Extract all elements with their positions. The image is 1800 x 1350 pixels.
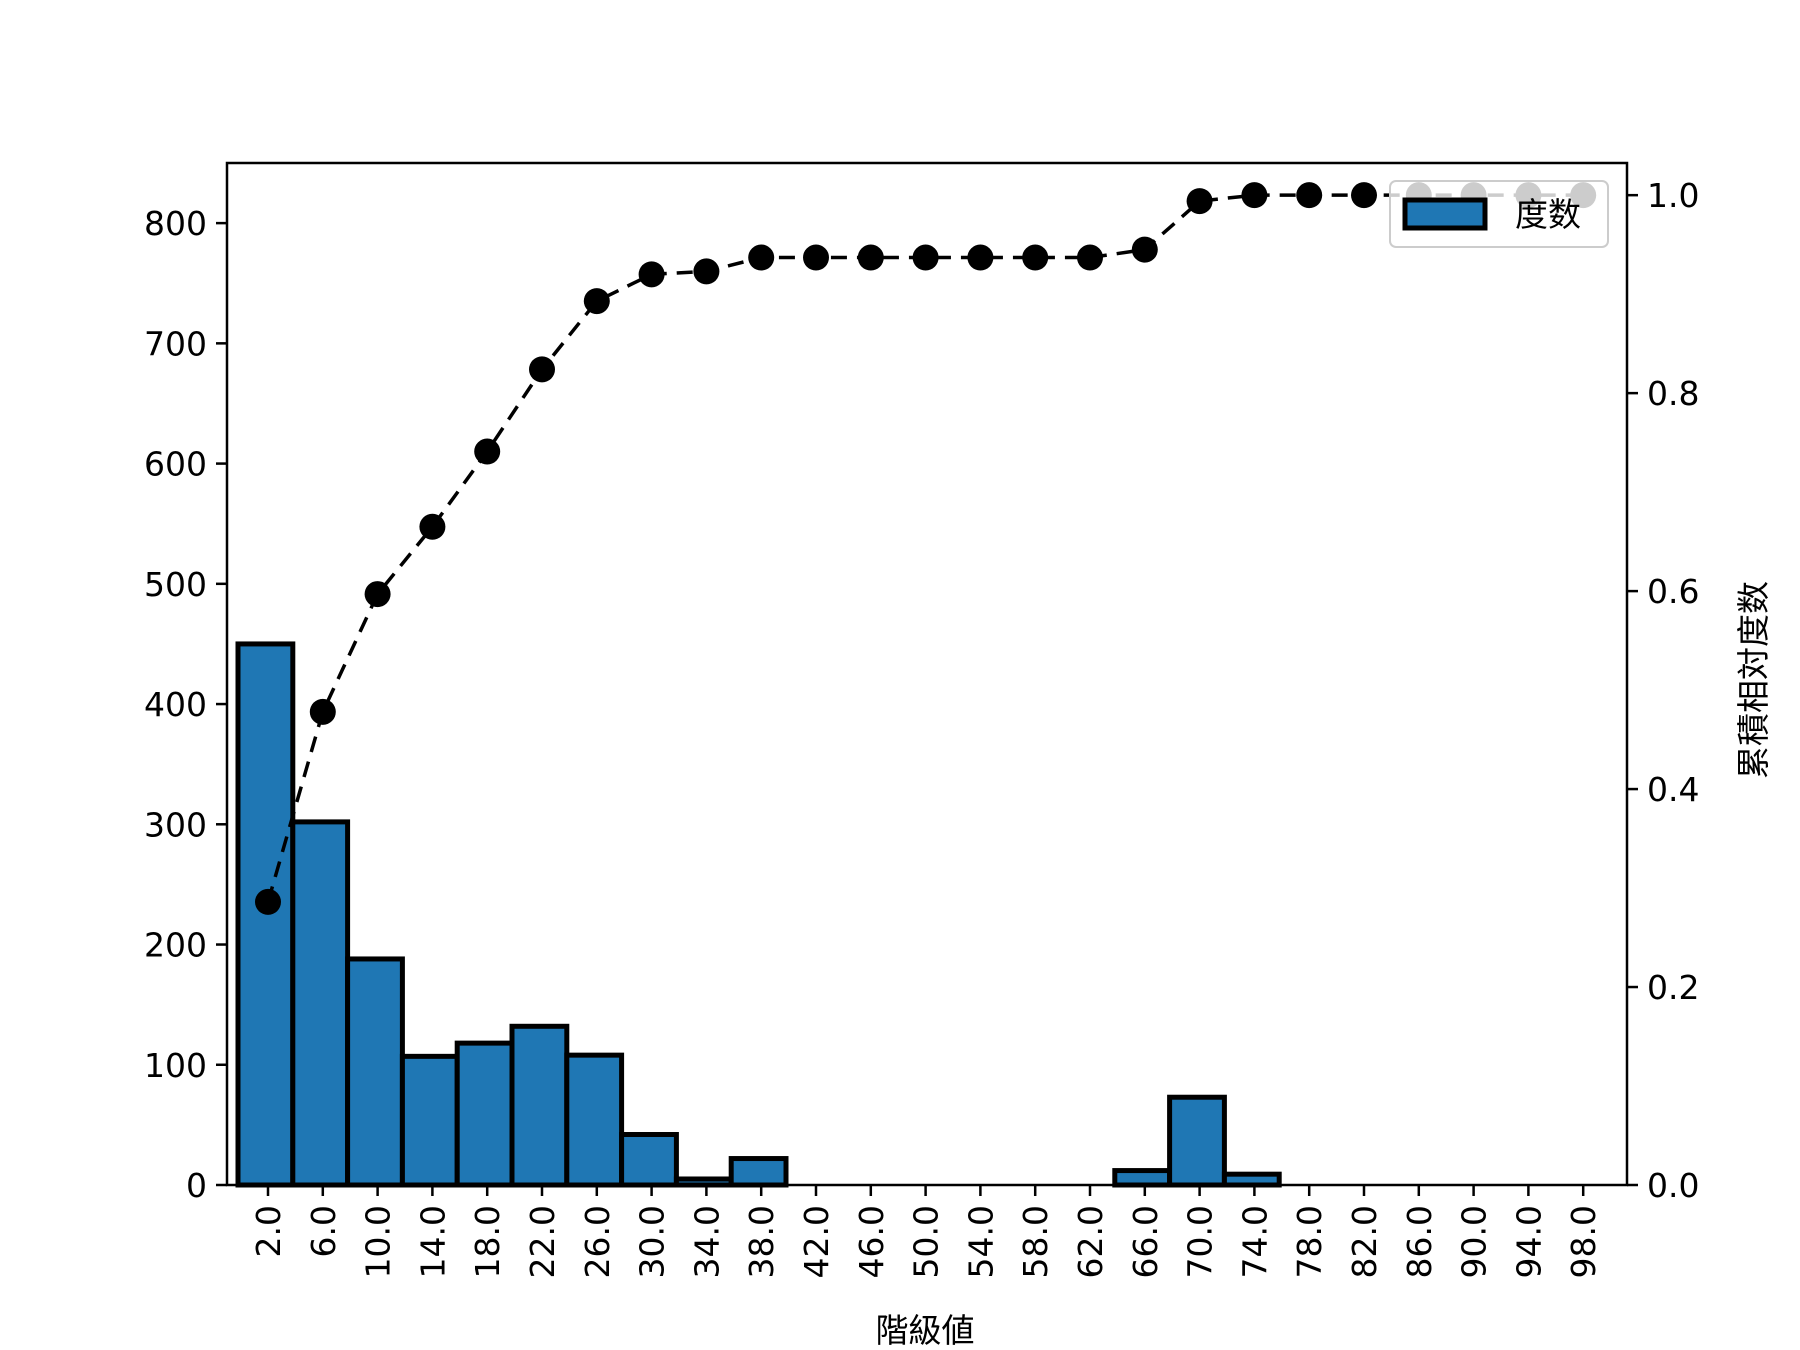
x-tick-label: 46.0 <box>852 1205 891 1278</box>
cumulative-point-66.0 <box>1131 236 1158 263</box>
right-y-tick-label: 0.6 <box>1647 572 1699 611</box>
cumulative-point-54.0 <box>967 244 994 271</box>
right-y-tick-label: 1.0 <box>1647 176 1699 215</box>
left-y-tick-label: 100 <box>144 1046 207 1085</box>
cumulative-point-42.0 <box>803 244 829 271</box>
x-tick-label: 82.0 <box>1345 1205 1384 1278</box>
bar-74.0 <box>1221 1171 1282 1188</box>
left-y-tick-label: 200 <box>144 926 207 965</box>
x-tick-label: 70.0 <box>1181 1205 1220 1278</box>
x-tick-label: 22.0 <box>523 1205 562 1278</box>
axes: 0 100 200 300 400 500 600 700 800 0.0 0.2 0.4 0.6 0.8… <box>144 161 1699 1278</box>
legend-label-frequency: 度数 <box>1515 195 1581 234</box>
bar-30.0 <box>619 1132 679 1188</box>
x-tick-label: 58.0 <box>1016 1205 1055 1278</box>
x-tick-label: 50.0 <box>907 1205 946 1278</box>
x-tick-label: 6.0 <box>304 1205 343 1257</box>
left-y-tick-label: 300 <box>144 805 207 844</box>
right-y-tick-label: 0.2 <box>1647 968 1699 1007</box>
bar-22.0 <box>509 1023 570 1188</box>
cumulative-point-34.0 <box>693 258 720 285</box>
x-tick-label: 10.0 <box>359 1205 398 1278</box>
left-y-tick-label: 500 <box>144 565 207 604</box>
x-axis-label: 階級値 <box>876 1311 975 1350</box>
bar-6.0 <box>290 819 351 1188</box>
plot-frame <box>225 161 1629 1187</box>
right-y-axis-label: 累積相対度数 <box>1734 581 1773 779</box>
legend: 度数 <box>1389 180 1609 248</box>
cumulative-point-26.0 <box>583 288 610 315</box>
x-tick-label: 94.0 <box>1509 1205 1548 1278</box>
x-tick-label: 54.0 <box>961 1205 1000 1278</box>
cumulative-point-70.0 <box>1186 188 1213 215</box>
cumulative-point-50.0 <box>912 244 939 271</box>
bar-38.0 <box>728 1156 789 1188</box>
cumulative-point-82.0 <box>1351 182 1377 209</box>
x-tick-label: 26.0 <box>578 1205 617 1278</box>
cumulative-point-18.0 <box>474 438 501 465</box>
x-tick-label: 14.0 <box>413 1205 452 1278</box>
cumulative-line <box>266 193 1584 903</box>
cumulative-point-6.0 <box>309 698 336 725</box>
cumulative-point-46.0 <box>857 244 884 271</box>
x-tick-label: 86.0 <box>1400 1205 1439 1278</box>
x-tick-label: 42.0 <box>797 1205 836 1278</box>
left-y-tick-label: 400 <box>144 685 207 724</box>
left-y-tick-label: 700 <box>144 324 207 363</box>
x-tick-label: 38.0 <box>742 1205 781 1278</box>
bar-66.0 <box>1112 1168 1173 1188</box>
left-y-tick-label: 600 <box>144 445 207 484</box>
right-y-tick-label: 0.8 <box>1647 374 1699 413</box>
x-tick-label: 66.0 <box>1126 1205 1165 1278</box>
cumulative-point-38.0 <box>748 244 775 271</box>
bar-26.0 <box>564 1052 625 1188</box>
cumulative-point-10.0 <box>364 581 391 608</box>
bar-14.0 <box>399 1053 460 1188</box>
left-y-tick-label: 0 <box>186 1166 207 1205</box>
cumulative-line-series <box>255 182 1597 915</box>
x-tick-label: 62.0 <box>1071 1205 1110 1278</box>
cumulative-point-14.0 <box>419 513 446 540</box>
left-y-tick-label: 800 <box>144 204 207 243</box>
cumulative-point-22.0 <box>529 356 555 383</box>
cumulative-point-58.0 <box>1022 244 1049 271</box>
x-tick-label: 74.0 <box>1235 1205 1274 1278</box>
cumulative-point-74.0 <box>1241 182 1268 209</box>
x-tick-label: 18.0 <box>468 1205 507 1278</box>
x-tick-label: 34.0 <box>687 1205 726 1278</box>
right-y-tick-label: 0.0 <box>1647 1166 1699 1205</box>
cumulative-point-30.0 <box>638 261 665 288</box>
bar-10.0 <box>345 956 405 1188</box>
bar-70.0 <box>1167 1094 1227 1188</box>
x-tick-label: 90.0 <box>1455 1205 1494 1278</box>
x-tick-label: 78.0 <box>1290 1205 1329 1278</box>
cumulative-point-78.0 <box>1296 182 1323 209</box>
right-y-tick-label: 0.4 <box>1647 770 1699 809</box>
x-tick-label: 30.0 <box>633 1205 672 1278</box>
bar-18.0 <box>454 1040 515 1188</box>
x-tick-label: 2.0 <box>249 1205 288 1257</box>
bar-series <box>235 641 1282 1188</box>
cumulative-point-62.0 <box>1077 244 1103 271</box>
legend-swatch-frequency <box>1402 197 1488 231</box>
x-tick-label: 98.0 <box>1564 1205 1603 1278</box>
cumulative-point-2.0 <box>255 888 281 915</box>
